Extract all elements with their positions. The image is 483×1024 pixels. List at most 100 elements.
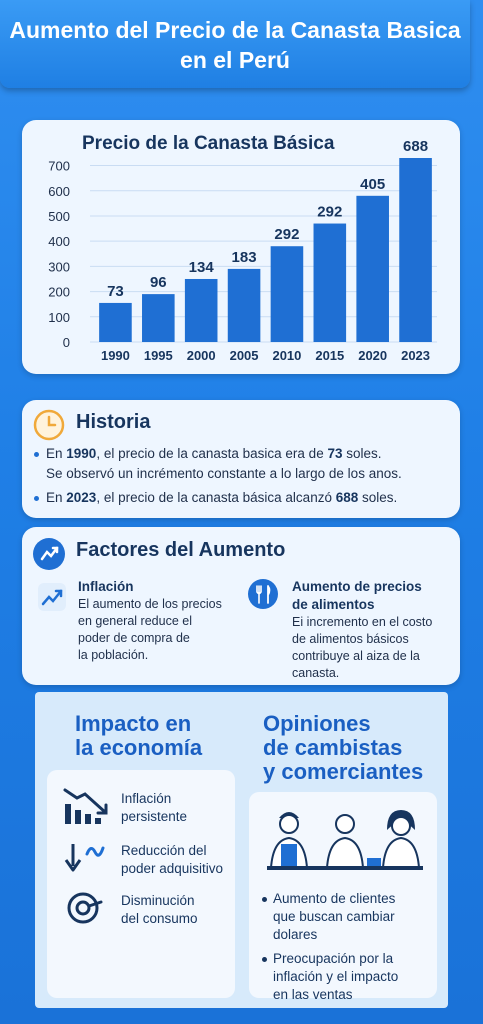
text-line: de cambistas bbox=[263, 735, 403, 760]
bar bbox=[227, 268, 261, 342]
text-line: de alimentos bbox=[292, 597, 375, 612]
y-tick-label: 600 bbox=[48, 184, 70, 199]
text-line: Opiniones bbox=[263, 711, 371, 736]
text-line: Aumento de precios bbox=[292, 579, 422, 594]
x-tick-label: 2015 bbox=[315, 348, 344, 363]
text-line: dolares bbox=[273, 927, 318, 942]
opinion-item-2: Preocupación por la inflación y el impac… bbox=[261, 950, 431, 1004]
text-line: Disminución bbox=[121, 893, 195, 908]
impacto-title: Impacto en la economía bbox=[75, 712, 202, 760]
text-line: Preocupación por la bbox=[273, 951, 394, 966]
bar-value-label: 292 bbox=[274, 226, 299, 243]
declining-chart-icon bbox=[63, 788, 108, 824]
y-tick-label: 100 bbox=[48, 310, 70, 325]
impacto-item-3: Disminución del consumo bbox=[121, 892, 198, 928]
bar-value-label: 183 bbox=[232, 249, 257, 266]
bar bbox=[99, 302, 132, 342]
historia-bullet-1: En 1990, el precio de la canasta basica … bbox=[32, 444, 452, 484]
factor-inflacion-text: El aumento de los precios en general red… bbox=[78, 596, 258, 664]
bar bbox=[184, 278, 218, 342]
header-banner: Aumento del Precio de la Canasta Basica … bbox=[0, 0, 470, 88]
text-line: del consumo bbox=[121, 911, 198, 926]
text-line: canasta. bbox=[292, 666, 340, 680]
fork-knife-icon bbox=[248, 579, 278, 609]
x-tick-label: 1990 bbox=[101, 348, 130, 363]
bar-value-label: 96 bbox=[150, 274, 167, 291]
factor-alimentos-title: Aumento de precios de alimentos bbox=[292, 578, 422, 614]
impacto-card: Inflación persistente Reducción del pode… bbox=[47, 770, 235, 998]
down-arrow-icon bbox=[64, 844, 105, 872]
y-tick-label: 300 bbox=[48, 259, 70, 274]
trending-up-circle-icon bbox=[33, 538, 65, 570]
inflation-chart-icon bbox=[38, 583, 66, 611]
bar bbox=[142, 294, 175, 342]
x-tick-label: 1995 bbox=[144, 348, 173, 363]
text-line: Inflación bbox=[121, 791, 172, 806]
historia-title: Historia bbox=[76, 411, 151, 433]
historia-list: En 1990, el precio de la canasta basica … bbox=[32, 444, 452, 508]
bar bbox=[313, 223, 347, 342]
text-line: en general reduce el bbox=[78, 614, 192, 628]
text-line: Aumento de clientes bbox=[273, 891, 396, 906]
coin-icon bbox=[67, 892, 103, 924]
text-line: Impacto en bbox=[75, 711, 192, 736]
bar-chart: Precio de la Canasta Básica 0 100 200 300 400… bbox=[48, 133, 437, 363]
bar bbox=[356, 195, 389, 342]
page-title-line-1: Aumento del Precio de la Canasta Basica bbox=[9, 17, 461, 43]
text-line: en las ventas bbox=[273, 987, 353, 1002]
factores-title: Factores del Aumento bbox=[76, 539, 286, 561]
merchants-illustration-icon bbox=[267, 810, 423, 870]
text-line: la población. bbox=[78, 648, 149, 662]
bar-value-label: 292 bbox=[317, 204, 342, 221]
text-fragment: En bbox=[46, 446, 67, 461]
opiniones-title: Opiniones de cambistas y comerciantes bbox=[263, 712, 423, 784]
year-1990: 1990 bbox=[66, 446, 97, 461]
opiniones-card: Aumento de clientes que buscan cambiar d… bbox=[249, 792, 437, 1002]
y-tick-label: 200 bbox=[48, 285, 70, 300]
opinion-item-1: Aumento de clientes que buscan cambiar d… bbox=[261, 890, 431, 944]
factor-alimentos-text: Ei incremento en el costo de alimentos b… bbox=[292, 614, 457, 682]
bar-value-label: 73 bbox=[107, 283, 124, 300]
historia-card: Historia En 1990, el precio de la canast… bbox=[22, 400, 460, 518]
y-tick-label: 700 bbox=[48, 159, 70, 174]
text-fragment: , el precio de la canasta básica alcanzó bbox=[96, 490, 336, 505]
x-tick-label: 2020 bbox=[358, 348, 387, 363]
impacto-item-2: Reducción del poder adquisitivo bbox=[121, 842, 223, 878]
opiniones-list: Aumento de clientes que buscan cambiar d… bbox=[261, 890, 431, 1010]
bar bbox=[270, 246, 304, 342]
text-line: poder de compra de bbox=[78, 631, 190, 645]
text-fragment: Se observó un incrémento constante a lo … bbox=[46, 466, 402, 481]
historia-bullet-2: En 2023, el precio de la canasta básica … bbox=[32, 488, 452, 508]
text-line: persistente bbox=[121, 809, 188, 824]
x-tick-label: 2005 bbox=[230, 348, 259, 363]
text-fragment: soles. bbox=[358, 490, 398, 505]
factor-inflacion-title: Inflación bbox=[78, 579, 134, 594]
chart-title: Precio de la Canasta Básica bbox=[82, 133, 335, 154]
text-line: que buscan cambiar bbox=[273, 909, 395, 924]
text-line: Reducción del bbox=[121, 843, 207, 858]
x-tick-label: 2023 bbox=[401, 348, 430, 363]
text-line: contribuye al aiza de la bbox=[292, 649, 420, 663]
y-tick-label: 500 bbox=[48, 209, 70, 224]
text-line: inflación y el impacto bbox=[273, 969, 399, 984]
amount-688: 688 bbox=[335, 490, 359, 505]
y-tick-label: 0 bbox=[63, 335, 70, 350]
text-line: de alimentos básicos bbox=[292, 632, 409, 646]
impacto-item-1: Inflación persistente bbox=[121, 790, 187, 826]
clock-icon bbox=[33, 409, 65, 441]
bar-value-label: 688 bbox=[403, 138, 428, 155]
text-fragment: En bbox=[46, 490, 67, 505]
text-line: El aumento de los precios bbox=[78, 597, 222, 611]
bottom-panel: Impacto en la economía Opiniones de camb… bbox=[35, 692, 448, 1008]
text-fragment: , el precio de la canasta basica era de bbox=[96, 446, 328, 461]
factores-card: Factores del Aumento Inflación El aument… bbox=[22, 527, 460, 685]
y-tick-label: 400 bbox=[48, 234, 70, 249]
year-2023: 2023 bbox=[66, 490, 97, 505]
amount-73: 73 bbox=[327, 446, 343, 461]
text-line: la economía bbox=[75, 735, 203, 760]
text-line: Ei incremento en el costo bbox=[292, 615, 433, 629]
bar-value-label: 405 bbox=[360, 176, 385, 193]
text-fragment: soles. bbox=[342, 446, 382, 461]
text-line: poder adquisitivo bbox=[121, 861, 224, 876]
text-line: y comerciantes bbox=[263, 759, 424, 784]
